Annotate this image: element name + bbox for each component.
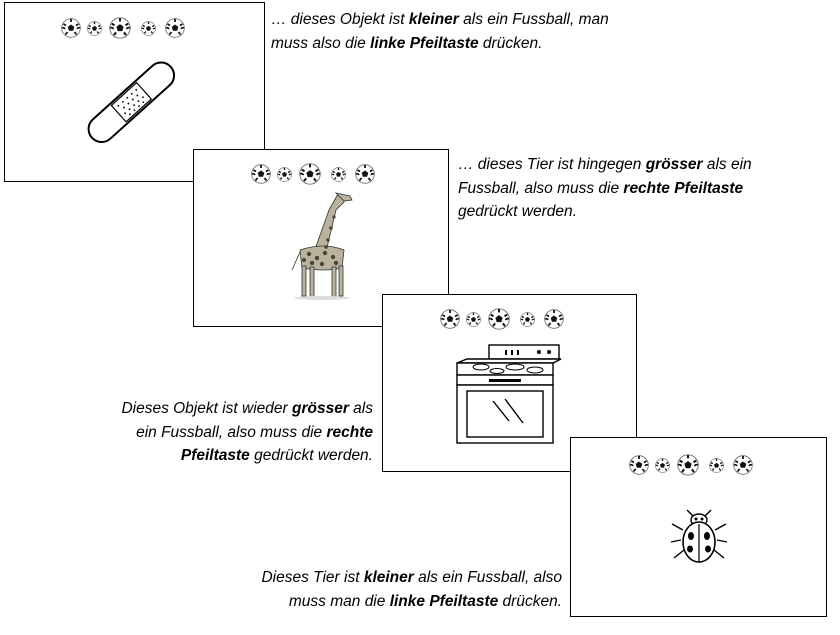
caption-text: als ein Fussball, also: [414, 569, 562, 586]
band-aid-icon: [77, 53, 187, 153]
caption-band-aid: … dieses Objekt ist kleiner als ein Fuss…: [271, 8, 609, 55]
caption-emphasis: grösser: [646, 156, 703, 173]
caption-text: … dieses Tier ist hingegen: [458, 156, 646, 173]
soccer-ball-icon: [165, 18, 185, 43]
caption-text: … dieses: [271, 11, 340, 28]
caption-text: als: [349, 400, 373, 417]
soccer-ball-icon: [488, 308, 510, 335]
soccer-ball-icon: [277, 167, 292, 187]
caption-text: gedrückt werden.: [458, 203, 577, 220]
soccer-ball-icon: [440, 309, 460, 334]
caption-text: Dieses Tier ist: [261, 569, 363, 586]
caption-text: als ein: [703, 156, 752, 173]
caption-line: … dieses Tier ist hingegen grösser als e…: [458, 153, 752, 177]
caption-line: ein Fussball, also muss die rechte: [80, 421, 373, 445]
soccer-ball-icon: [87, 21, 102, 41]
caption-line: Dieses Objekt ist wieder grösser als: [80, 397, 373, 421]
caption-text: ist: [385, 11, 409, 28]
soccer-ball-icon: [677, 454, 699, 481]
caption-text: gedrückt werden.: [250, 447, 373, 464]
caption-emphasis: linke Pfeiltaste: [390, 593, 499, 610]
caption-emphasis: kleiner: [364, 569, 414, 586]
caption-emphasis: Pfeiltaste: [181, 447, 250, 464]
soccer-ball-icon: [299, 163, 321, 190]
caption-text: muss man die: [289, 593, 390, 610]
caption-line: muss also die linke Pfeiltaste drücken.: [271, 32, 609, 56]
soccer-ball-icon: [141, 21, 156, 41]
caption-line: gedrückt werden.: [458, 200, 752, 224]
caption-text: Objekt: [340, 11, 385, 28]
soccer-ball-icon: [331, 167, 346, 187]
caption-stove: Dieses Objekt ist wieder grösser als ein …: [80, 397, 373, 468]
soccer-ball-icon: [544, 309, 564, 334]
soccer-ball-icon: [629, 455, 649, 480]
soccer-ball-icon: [520, 312, 535, 332]
soccer-ball-icon: [251, 164, 271, 189]
caption-text: drücken.: [479, 35, 543, 52]
caption-text: Dieses Objekt ist wieder: [121, 400, 292, 417]
caption-line: Dieses Tier ist kleiner als ein Fussball…: [210, 566, 562, 590]
caption-text: muss also die: [271, 35, 370, 52]
caption-line: muss man die linke Pfeiltaste drücken.: [210, 590, 562, 614]
caption-text: als ein Fussball, man: [459, 11, 609, 28]
caption-text: Fussball, also muss die: [458, 180, 623, 197]
caption-giraffe: … dieses Tier ist hingegen grösser als e…: [458, 153, 752, 224]
soccer-ball-icon: [655, 458, 670, 478]
caption-ladybug: Dieses Tier ist kleiner als ein Fussball…: [210, 566, 562, 613]
soccer-ball-icon: [355, 164, 375, 189]
caption-line: Pfeiltaste gedrückt werden.: [80, 444, 373, 468]
caption-emphasis: rechte: [326, 424, 373, 441]
giraffe-icon: [284, 190, 364, 302]
stove-icon: [453, 341, 565, 445]
example-panel-ladybug: [570, 437, 827, 617]
caption-emphasis: grösser: [292, 400, 349, 417]
soccer-ball-icon: [109, 17, 131, 44]
caption-text: drücken.: [498, 593, 562, 610]
caption-emphasis: kleiner: [409, 11, 459, 28]
caption-emphasis: rechte Pfeiltaste: [623, 180, 743, 197]
soccer-ball-icon: [61, 18, 81, 43]
caption-line: Fussball, also muss die rechte Pfeiltast…: [458, 177, 752, 201]
caption-line: … dieses Objekt ist kleiner als ein Fuss…: [271, 8, 609, 32]
ladybug-icon: [669, 508, 729, 568]
soccer-ball-icon: [733, 455, 753, 480]
soccer-ball-icon: [466, 312, 481, 332]
caption-emphasis: linke Pfeiltaste: [370, 35, 479, 52]
caption-text: ein Fussball, also muss die: [136, 424, 326, 441]
soccer-ball-icon: [709, 458, 724, 478]
